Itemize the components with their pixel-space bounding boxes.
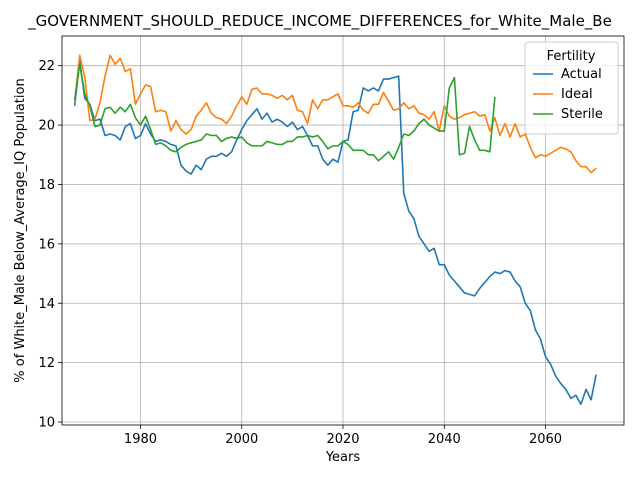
x-tick-label: 2060 (529, 432, 562, 447)
legend-title: Fertility (547, 49, 596, 64)
series-line-ideal (73, 54, 597, 174)
x-tick-label: 2020 (326, 432, 359, 447)
series-line-actual (73, 60, 597, 406)
x-axis-label: Years (325, 450, 361, 465)
legend-label-actual: Actual (561, 67, 602, 82)
series-line-sterile (73, 63, 496, 162)
legend-items: Actual Ideal Sterile (533, 67, 603, 122)
legend: Fertility Actual Ideal Sterile (524, 41, 619, 135)
chart-title: _GOVERNMENT_SHOULD_REDUCE_INCOME_DIFFERE… (27, 12, 612, 31)
y-tick-label: 18 (38, 178, 55, 193)
y-tick-label: 22 (38, 59, 55, 74)
series-lines (73, 54, 597, 406)
grid-lines (62, 36, 624, 425)
y-tick-label: 16 (38, 237, 55, 252)
legend-label-sterile: Sterile (561, 107, 603, 122)
y-tick-label: 20 (38, 119, 55, 134)
legend-frame (524, 41, 619, 135)
y-tick-label: 14 (38, 297, 55, 312)
y-axis-label: % of White_Male Below_Average_IQ Populat… (13, 78, 28, 382)
axis-ticks: 1980 2000 2020 2040 2060 10 12 14 16 18 20 22 (38, 59, 562, 447)
legend-label-ideal: Ideal (561, 87, 593, 102)
y-tick-label: 12 (38, 356, 55, 371)
x-tick-label: 2040 (428, 432, 461, 447)
x-tick-label: 1980 (124, 432, 157, 447)
x-tick-label: 2000 (225, 432, 258, 447)
y-tick-label: 10 (38, 416, 55, 431)
